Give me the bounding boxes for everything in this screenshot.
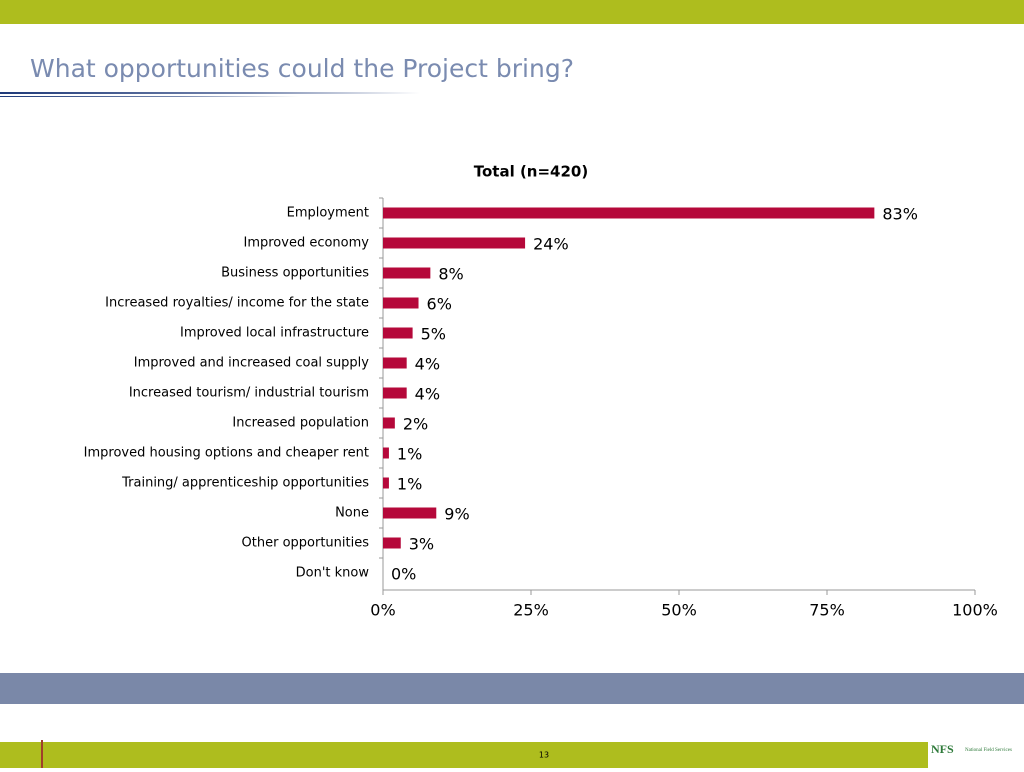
plot: 0% 25% 50% 75% 100% Employment 83% Improved eco… — [84, 197, 998, 620]
bar — [383, 477, 389, 489]
y-tick-label: Increased population — [232, 416, 369, 431]
value-label: 2% — [403, 415, 428, 434]
blue-band — [0, 673, 1024, 704]
value-label: 83% — [882, 205, 918, 224]
value-label: 6% — [427, 295, 452, 314]
slide-title: What opportunities could the Project bri… — [30, 54, 574, 83]
value-label: 3% — [409, 535, 434, 554]
page-number: 13 — [539, 751, 549, 760]
bar — [383, 507, 437, 519]
y-tick-label: None — [335, 506, 369, 521]
y-tick-label: Increased tourism/ industrial tourism — [129, 386, 369, 401]
y-tick-label: Improved and increased coal supply — [134, 356, 370, 371]
top-band — [0, 0, 1024, 24]
x-tick-label: 0% — [370, 601, 395, 620]
title-underline — [0, 96, 300, 97]
y-tick-label: Business opportunities — [221, 266, 369, 281]
value-label: 24% — [533, 235, 569, 254]
bar — [383, 537, 401, 549]
value-label: 9% — [444, 505, 469, 524]
x-tick-label: 75% — [809, 601, 845, 620]
bar — [383, 447, 389, 459]
x-tick-label: 100% — [952, 601, 998, 620]
bar — [383, 237, 526, 249]
y-tick-label: Training/ apprenticeship opportunities — [121, 476, 369, 491]
x-tick-label: 50% — [661, 601, 697, 620]
bottom-band — [0, 742, 1024, 768]
bar — [383, 297, 419, 309]
y-tick-label: Improved local infrastructure — [180, 326, 369, 341]
y-tick-label: Increased royalties/ income for the stat… — [105, 296, 369, 311]
y-tick-label: Employment — [287, 206, 369, 221]
y-tick-label: Improved housing options and cheaper ren… — [84, 446, 369, 461]
value-label: 5% — [421, 325, 446, 344]
bar — [383, 327, 413, 339]
y-tick-label: Don't know — [296, 566, 370, 581]
chart-title: Total (n=420) — [474, 163, 588, 181]
value-label: 4% — [415, 355, 440, 374]
logo-subtitle: National Field Services — [965, 748, 1012, 753]
logo-box — [928, 742, 1024, 768]
bar — [383, 267, 431, 279]
logo: NFS — [931, 742, 954, 756]
y-tick-label: Other opportunities — [242, 536, 370, 551]
title-underline — [0, 92, 420, 94]
bar — [383, 207, 875, 219]
value-label: 1% — [397, 445, 422, 464]
y-tick-label: Improved economy — [244, 236, 370, 251]
value-label: 0% — [391, 565, 416, 584]
bar — [383, 357, 407, 369]
value-label: 4% — [415, 385, 440, 404]
value-label: 8% — [438, 265, 463, 284]
x-tick-label: 25% — [513, 601, 549, 620]
bar — [383, 417, 395, 429]
value-label: 1% — [397, 475, 422, 494]
bar — [383, 387, 407, 399]
